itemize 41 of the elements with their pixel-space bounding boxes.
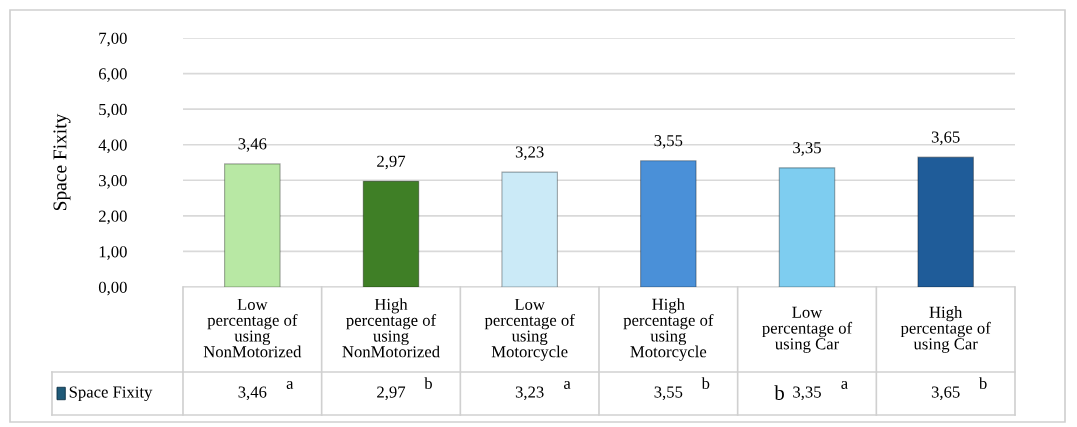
text: b	[978, 377, 987, 389]
text: 3,55	[654, 135, 683, 149]
data-label: 3,35	[793, 386, 821, 401]
data-label: 3,46	[238, 386, 267, 401]
y-tick-label: 2,00	[99, 210, 127, 225]
bar	[501, 171, 558, 287]
text: 2,97	[377, 155, 406, 170]
text: 3,46	[238, 138, 267, 152]
bar	[640, 160, 697, 287]
y-tick-label: 1,00	[99, 246, 127, 260]
data-label: 3,65	[931, 386, 960, 401]
text: 3,35	[793, 142, 821, 156]
x-tick-label: Low percentage of using Car	[762, 306, 853, 353]
bar	[224, 163, 281, 287]
text: b	[424, 377, 432, 389]
y-tick-label: 0,00	[98, 281, 127, 296]
y-tick-label: 4,00	[98, 139, 127, 154]
y-tick-label: 5,00	[99, 103, 127, 118]
bar	[917, 156, 974, 287]
data-label: 3,55	[654, 386, 683, 401]
bar	[778, 167, 836, 287]
y-tick-label: 6,00	[98, 68, 127, 82]
x-tick-label: High percentage of using NonMotorized	[342, 298, 440, 358]
text: a	[563, 380, 571, 389]
data-label: 3,23	[515, 386, 544, 401]
y-tick-label: 7,00	[99, 32, 127, 47]
text: a	[841, 380, 848, 389]
text: b	[701, 377, 710, 389]
text: b	[774, 385, 784, 400]
data-label: 2,97	[377, 386, 406, 401]
bar	[362, 180, 420, 287]
y-tick-label: 3,00	[99, 174, 127, 189]
text: 3,23	[515, 146, 544, 161]
y-axis-title: Space Fixity	[53, 113, 71, 211]
x-tick-label: Low percentage of using Motorcycle	[484, 298, 575, 361]
text: 3,65	[931, 131, 960, 146]
text: a	[286, 380, 294, 389]
text: Space Fixity	[69, 386, 153, 402]
x-tick-label: High percentage of using Motorcycle	[623, 298, 714, 361]
x-tick-label: High percentage of using Car	[900, 306, 991, 353]
x-tick-label: Low percentage of using NonMotorized	[203, 298, 302, 358]
